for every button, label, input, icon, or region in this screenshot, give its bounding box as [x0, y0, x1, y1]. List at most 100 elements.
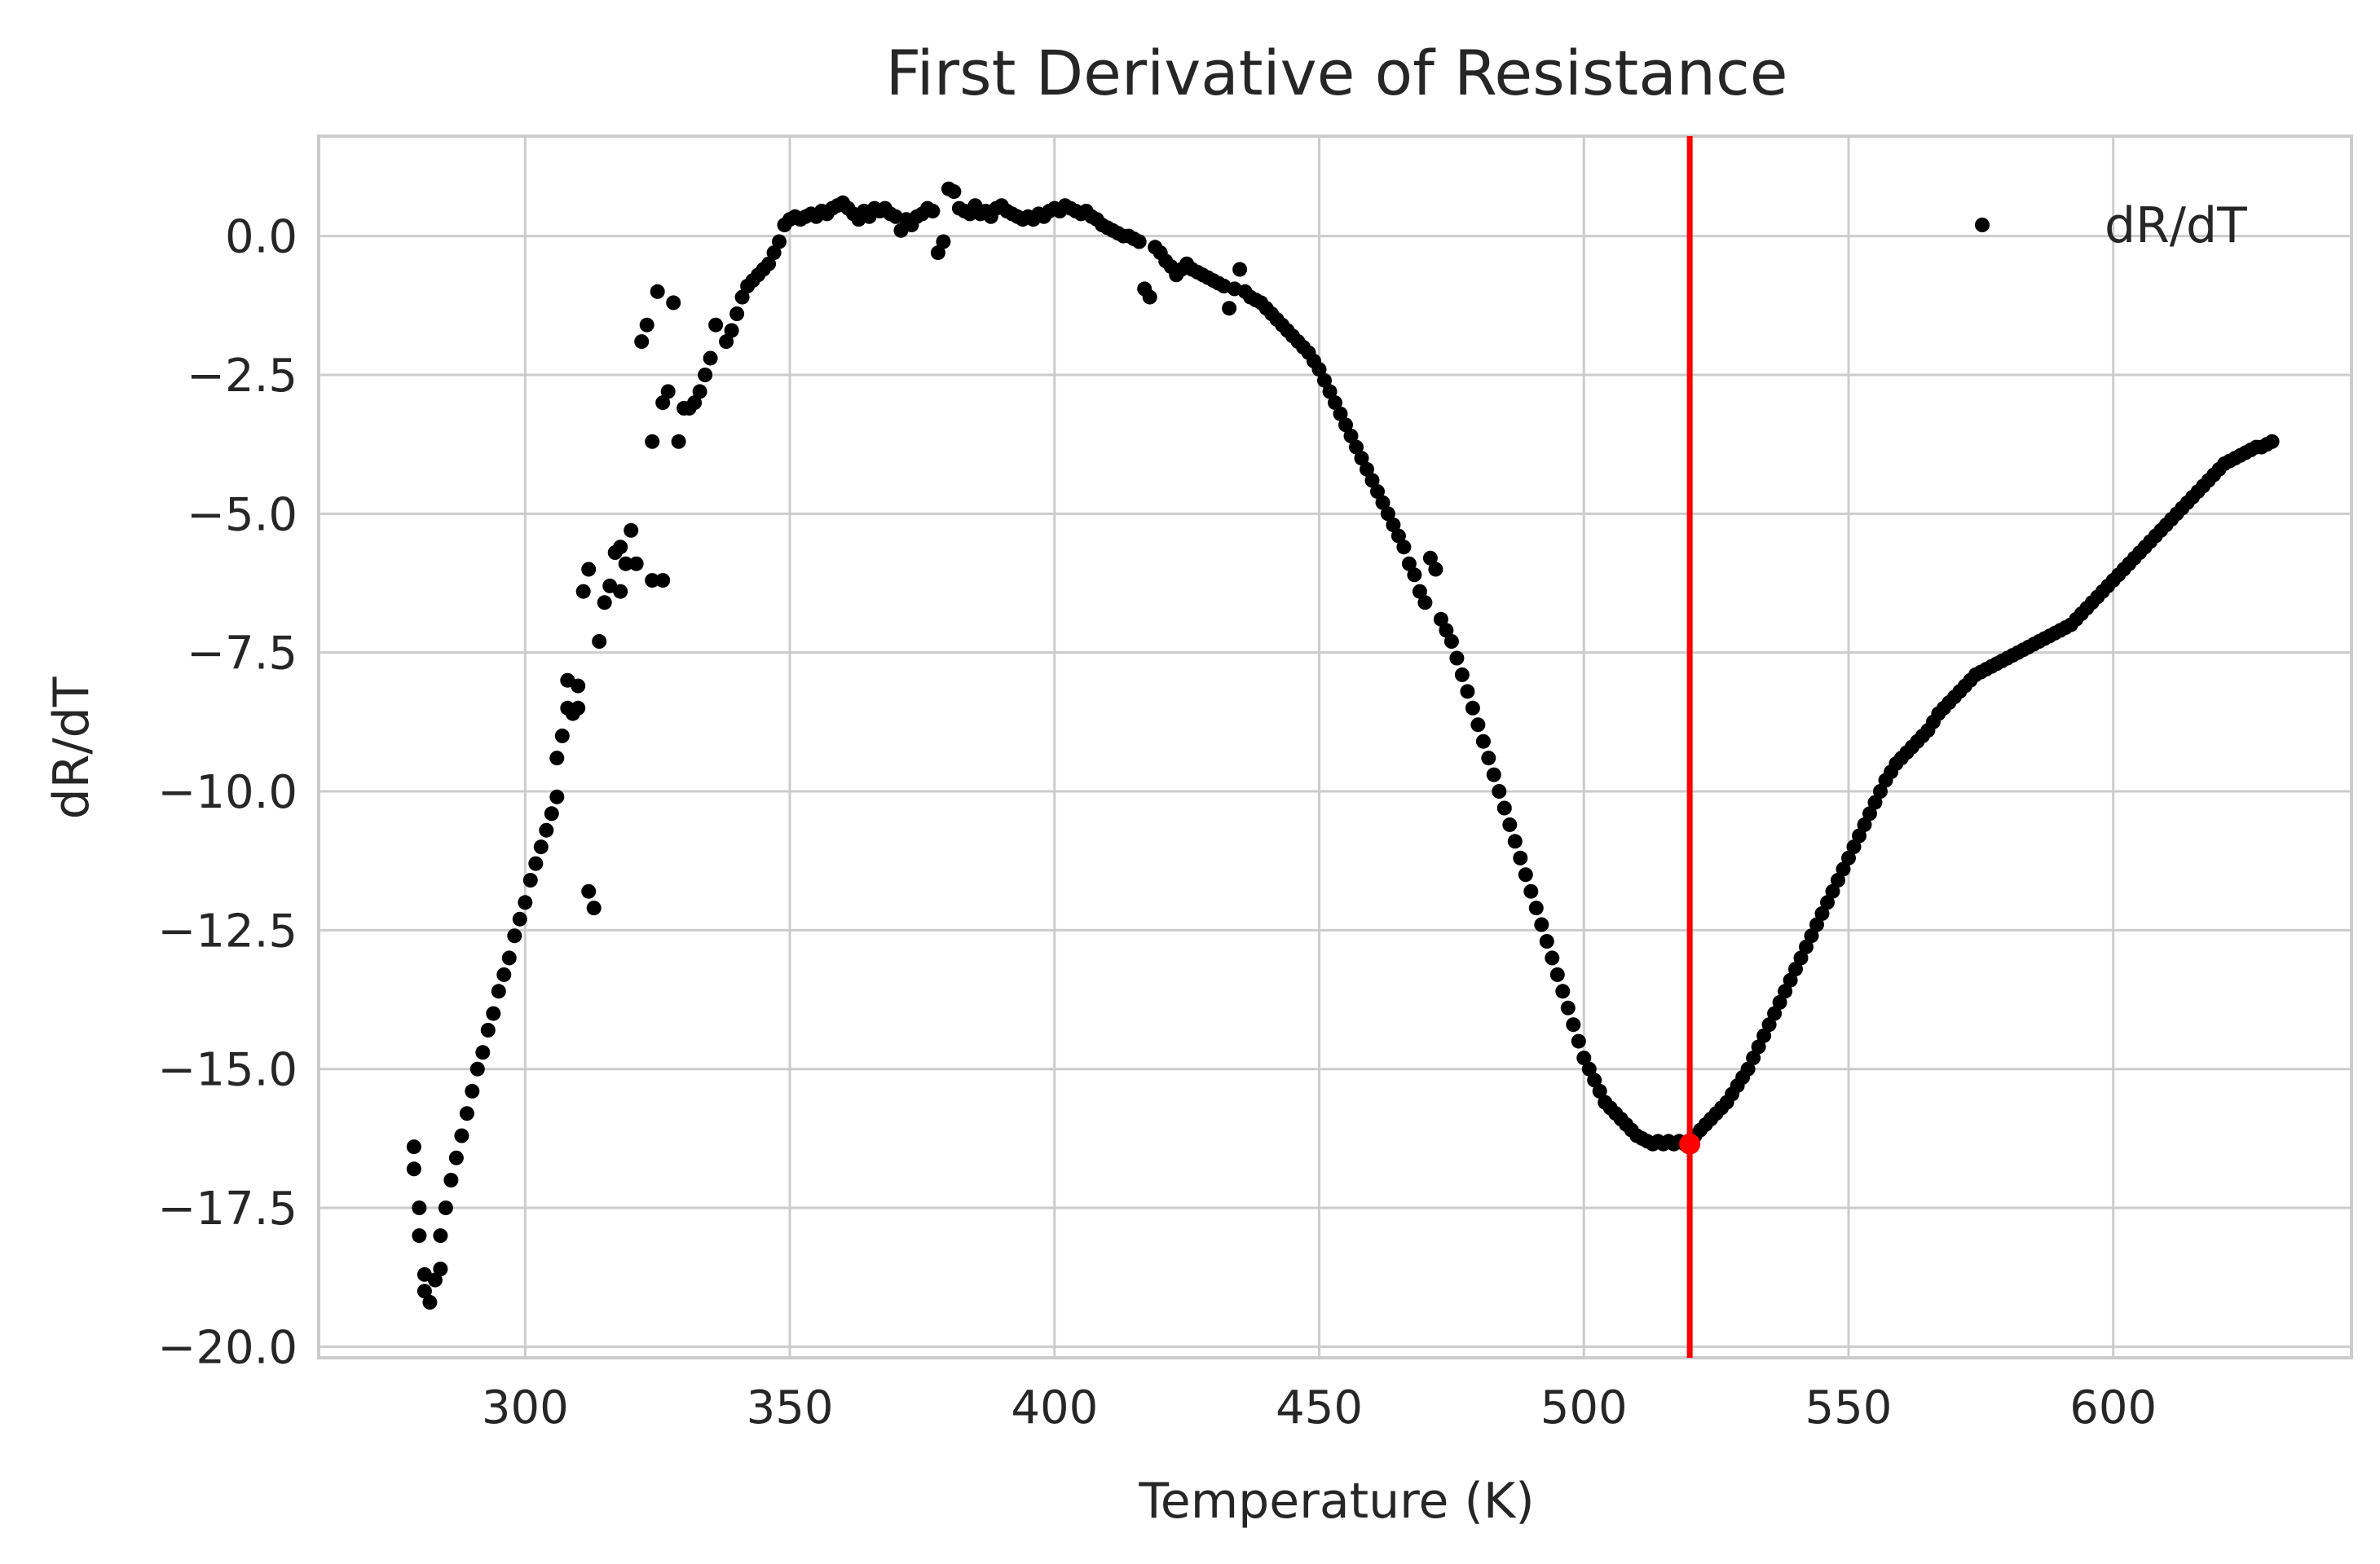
data-point — [1428, 562, 1443, 577]
data-point — [522, 873, 538, 888]
data-point — [1746, 1051, 1761, 1066]
data-point — [1778, 984, 1793, 999]
data-point — [1788, 962, 1803, 976]
data-point — [422, 1294, 438, 1310]
data-point — [549, 751, 565, 766]
data-point — [1756, 1028, 1772, 1043]
data-point — [1518, 867, 1533, 883]
data-point — [766, 245, 782, 261]
data-point — [416, 1284, 432, 1299]
data-point — [1581, 1061, 1597, 1077]
data-point — [544, 806, 559, 822]
legend-marker — [1975, 218, 1990, 232]
data-point — [613, 584, 628, 599]
data-point — [1311, 362, 1327, 377]
data-point — [1422, 550, 1438, 566]
data-point — [1317, 372, 1332, 388]
data-point — [1333, 406, 1348, 421]
data-point — [1772, 994, 1787, 1010]
plot-frame — [317, 134, 2353, 1359]
data-point — [634, 334, 650, 350]
y-tick-label: −7.5 — [187, 628, 298, 681]
data-point — [1222, 301, 1237, 316]
data-point — [1396, 540, 1412, 555]
data-point — [1360, 461, 1374, 477]
data-point — [406, 1139, 421, 1155]
data-point — [1449, 650, 1465, 666]
data-point — [1380, 506, 1395, 522]
y-tick-label: −10.0 — [157, 766, 298, 819]
data-point — [1740, 1061, 1756, 1077]
data-point — [1513, 850, 1528, 866]
data-point — [1539, 934, 1554, 949]
data-point — [1417, 595, 1433, 610]
y-tick-label: −12.5 — [157, 905, 298, 958]
data-point — [1793, 950, 1809, 966]
data-point — [597, 595, 612, 610]
data-point — [719, 334, 734, 350]
data-point — [708, 317, 724, 333]
data-point — [1439, 623, 1454, 638]
data-point — [433, 1228, 448, 1244]
data-point — [1391, 528, 1406, 544]
data-point — [549, 789, 565, 804]
data-point — [571, 700, 586, 716]
data-point — [613, 540, 628, 555]
data-point — [650, 284, 665, 299]
data-point — [539, 822, 554, 838]
data-point — [454, 1128, 469, 1143]
data-point — [1549, 967, 1565, 982]
data-point — [1523, 883, 1539, 899]
legend-label: dR/dT — [2105, 197, 2247, 254]
data-point — [1454, 667, 1470, 682]
data-point — [1862, 806, 1877, 822]
data-point — [469, 1061, 485, 1077]
data-point — [518, 895, 533, 910]
data-point — [1370, 484, 1385, 500]
data-point — [1232, 262, 1248, 277]
data-point — [1560, 1000, 1576, 1015]
data-point — [406, 1161, 421, 1177]
data-point — [946, 184, 962, 200]
data-point — [1761, 1017, 1777, 1033]
x-tick-label: 450 — [1276, 1381, 1363, 1434]
data-point — [655, 573, 671, 588]
data-point — [1814, 905, 1830, 921]
data-point — [1820, 895, 1835, 910]
data-point — [448, 1150, 464, 1165]
data-point — [1375, 495, 1391, 510]
x-tick-labels: 300 350 400 450 500 550 600 — [482, 1381, 2157, 1434]
data-point — [586, 901, 602, 916]
data-point — [1328, 395, 1342, 411]
data-point — [443, 1173, 459, 1187]
data-point — [692, 384, 707, 399]
data-point — [1502, 817, 1518, 832]
x-tick-label: 300 — [482, 1381, 569, 1434]
data-point — [936, 234, 951, 249]
data-point — [486, 1006, 501, 1021]
y-axis-label: dR/dT — [43, 676, 100, 819]
scatter-series-drdt — [406, 181, 2280, 1310]
data-point — [1349, 439, 1364, 455]
data-point — [571, 678, 586, 694]
data-point — [581, 562, 597, 577]
data-point — [528, 856, 544, 871]
data-point — [655, 395, 671, 411]
data-point — [1751, 1039, 1766, 1055]
data-point — [1343, 428, 1359, 443]
y-tick-label: −2.5 — [187, 350, 298, 403]
data-point — [1867, 795, 1883, 810]
data-point — [581, 883, 597, 899]
x-tick-label: 550 — [1805, 1381, 1893, 1434]
data-point — [628, 556, 644, 571]
y-tick-label: 0.0 — [225, 211, 298, 264]
data-point — [459, 1106, 474, 1121]
data-point — [1809, 917, 1824, 932]
data-point — [1528, 901, 1544, 916]
data-point — [671, 434, 686, 449]
data-point — [1433, 611, 1448, 627]
data-point — [433, 1262, 448, 1276]
data-point — [1857, 817, 1872, 832]
data-point — [465, 1083, 480, 1099]
